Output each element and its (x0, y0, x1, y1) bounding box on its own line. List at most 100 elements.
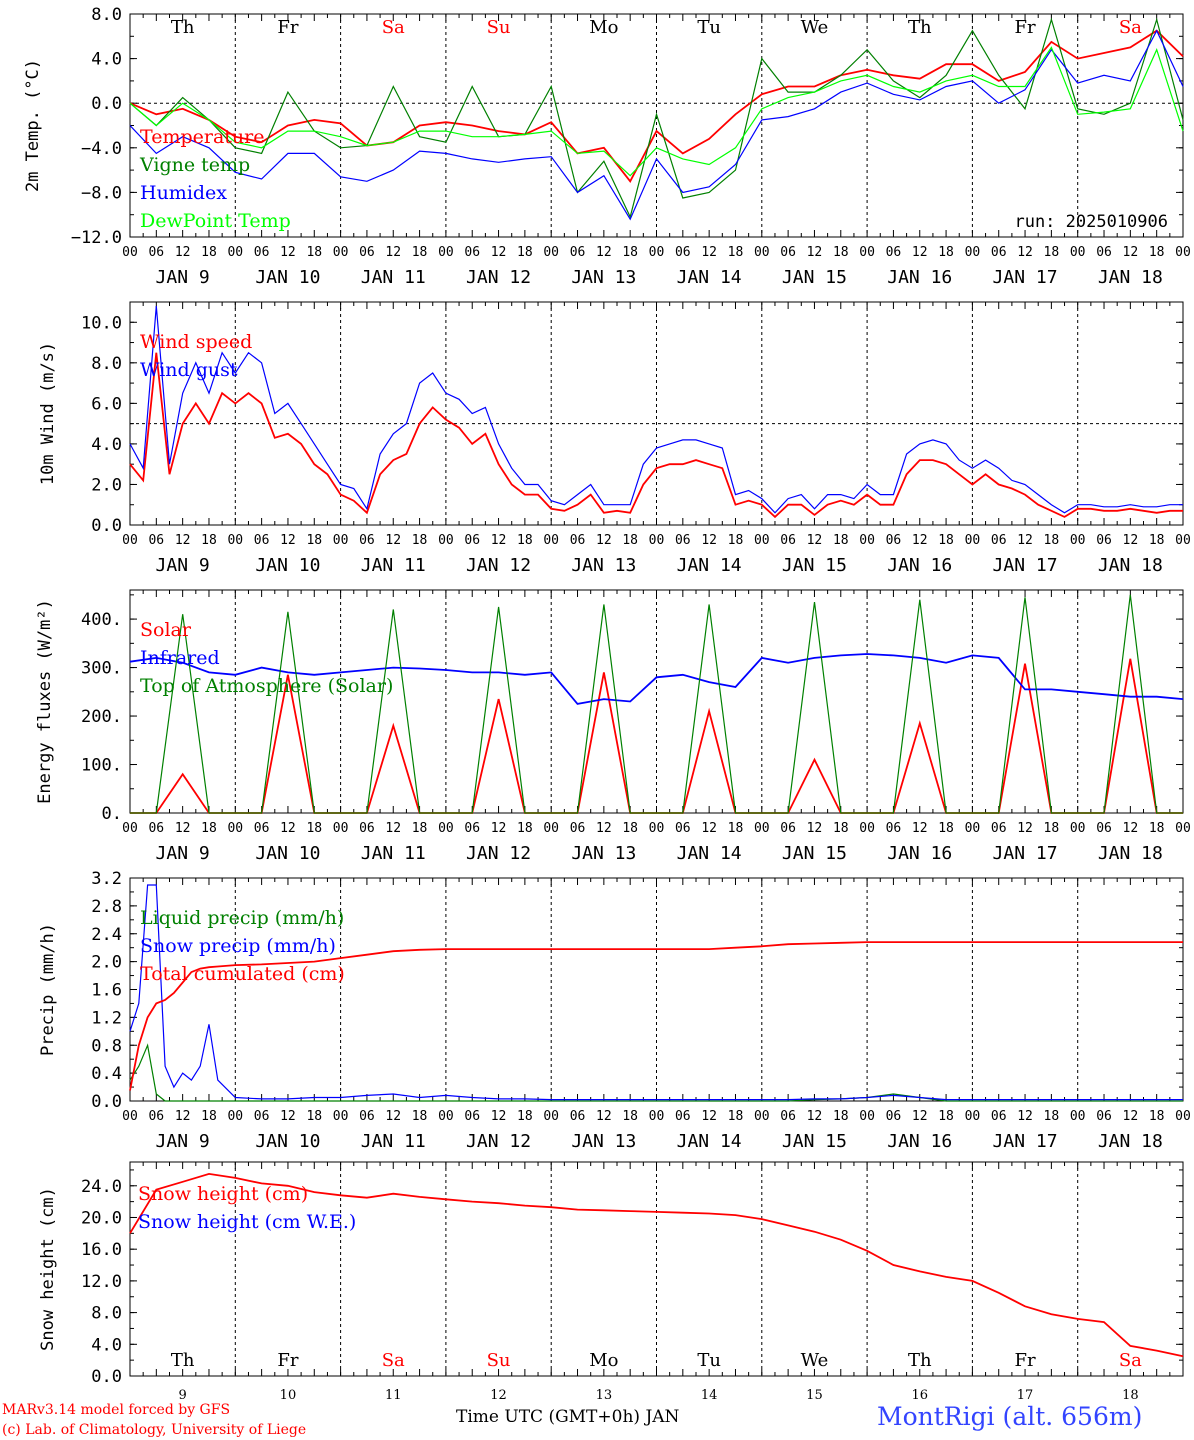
y-tick-label: −8.0 (81, 183, 122, 203)
hour-tick-label: 12 (491, 533, 507, 548)
hour-tick-label: 18 (201, 245, 217, 260)
hour-tick-label: 18 (517, 533, 533, 548)
date-label: JAN 16 (887, 1131, 952, 1152)
date-label: JAN 11 (361, 843, 426, 864)
day-number-label: 16 (911, 1388, 928, 1400)
hour-tick-label: 06 (675, 1109, 691, 1124)
hour-tick-label: 18 (1149, 821, 1165, 836)
hour-tick-label: 18 (622, 821, 638, 836)
y-axis-label: 10m Wind (m/s) (38, 342, 58, 485)
date-label: JAN 14 (677, 555, 742, 576)
y-tick-label: 2.0 (91, 475, 122, 495)
hour-tick-label: 18 (1044, 533, 1060, 548)
date-label: JAN 14 (677, 1131, 742, 1152)
series-line-snow-precip-mm-h- (129, 884, 1183, 1101)
hour-tick-label: 00 (649, 1109, 665, 1124)
hour-tick-label: 18 (201, 821, 217, 836)
hour-tick-label: 00 (333, 533, 349, 548)
date-label: JAN 12 (466, 843, 531, 864)
hour-tick-label: 00 (965, 245, 981, 260)
date-label: JAN 9 (156, 555, 210, 576)
hour-tick-label: 12 (175, 1109, 191, 1124)
hour-tick-label: 12 (175, 245, 191, 260)
hour-tick-label: 12 (912, 245, 928, 260)
hour-tick-label: 18 (622, 245, 638, 260)
legend-entry: Snow height (cm) (138, 1183, 308, 1205)
hour-tick-label: 12 (280, 821, 296, 836)
weekday-label: Th (171, 1350, 195, 1371)
hour-tick-label: 18 (833, 821, 849, 836)
series-line-liquid-precip-mm-h- (129, 1043, 1183, 1102)
hour-tick-label: 06 (1096, 245, 1112, 260)
y-axis-label: Energy fluxes (W/m²) (35, 599, 55, 804)
y-tick-label: 300. (81, 659, 122, 679)
legend-entry: Solar (140, 619, 192, 641)
hour-tick-label: 18 (938, 821, 954, 836)
hour-tick-label: 00 (965, 821, 981, 836)
date-label: JAN 12 (466, 555, 531, 576)
weekday-label: Sa (382, 17, 405, 38)
weekday-label: Tu (697, 1350, 721, 1371)
legend-entry: Wind speed (140, 331, 252, 353)
y-tick-label: 0.4 (91, 1064, 122, 1084)
y-tick-label: 100. (81, 756, 122, 776)
date-label: JAN 18 (1098, 1131, 1163, 1152)
weekday-label: We (801, 17, 829, 38)
weekday-label: Tu (697, 17, 721, 38)
hour-tick-label: 00 (859, 821, 875, 836)
hour-tick-label: 18 (306, 821, 322, 836)
hour-tick-label: 00 (649, 821, 665, 836)
hour-tick-label: 00 (859, 245, 875, 260)
hour-tick-label: 18 (938, 533, 954, 548)
y-tick-label: 4.0 (91, 1335, 122, 1355)
hour-tick-label: 00 (438, 533, 454, 548)
hour-tick-label: 18 (517, 245, 533, 260)
y-tick-label: 1.6 (91, 981, 122, 1001)
y-tick-label: 8.0 (91, 354, 122, 374)
hour-tick-label: 12 (912, 533, 928, 548)
y-tick-label: 2.8 (91, 897, 122, 917)
day-number-label: 17 (1017, 1388, 1034, 1400)
date-label: JAN 15 (782, 1131, 847, 1152)
weekday-label: Fr (1015, 17, 1036, 38)
hour-tick-label: 12 (596, 245, 612, 260)
weekday-label: Su (487, 1350, 511, 1371)
hour-tick-label: 00 (965, 533, 981, 548)
series-line-snow-height-cm- (129, 1172, 1184, 1358)
date-label: JAN 11 (361, 267, 426, 288)
hour-tick-label: 06 (991, 1109, 1007, 1124)
hour-tick-label: 06 (780, 533, 796, 548)
hour-tick-label: 00 (1070, 245, 1086, 260)
y-tick-label: 0.0 (91, 94, 122, 114)
hour-tick-label: 12 (596, 533, 612, 548)
hour-tick-label: 00 (333, 821, 349, 836)
day-number-label: 12 (490, 1388, 507, 1400)
date-label: JAN 14 (677, 843, 742, 864)
y-tick-label: −4.0 (81, 139, 122, 159)
hour-tick-label: 00 (227, 821, 243, 836)
station-name: MontRigi (alt. 656m) (877, 1402, 1143, 1431)
hour-tick-label: 00 (122, 1109, 138, 1124)
hour-tick-label: 00 (227, 533, 243, 548)
hour-tick-label: 18 (728, 1109, 744, 1124)
hour-tick-label: 18 (412, 533, 428, 548)
date-label: JAN 10 (255, 843, 320, 864)
hour-tick-label: 06 (1096, 821, 1112, 836)
weekday-label: Fr (277, 17, 298, 38)
hour-tick-label: 18 (1149, 1109, 1165, 1124)
weekday-label: Th (908, 17, 932, 38)
hour-tick-label: 18 (938, 1109, 954, 1124)
day-number-label: 11 (385, 1388, 402, 1400)
hour-tick-label: 12 (1017, 245, 1033, 260)
date-label: JAN 17 (993, 1131, 1058, 1152)
hour-tick-label: 18 (1044, 821, 1060, 836)
day-number-label: 10 (280, 1388, 297, 1400)
date-label: JAN 10 (255, 267, 320, 288)
y-tick-label: 24.0 (81, 1177, 122, 1197)
hour-tick-label: 12 (385, 533, 401, 548)
y-tick-label: 3.2 (91, 869, 122, 889)
series-line-temperature (129, 29, 1184, 183)
hour-tick-label: 18 (1044, 1109, 1060, 1124)
model-credit: MARv3.14 model forced by GFS (2, 1402, 231, 1418)
hour-tick-label: 12 (596, 1109, 612, 1124)
